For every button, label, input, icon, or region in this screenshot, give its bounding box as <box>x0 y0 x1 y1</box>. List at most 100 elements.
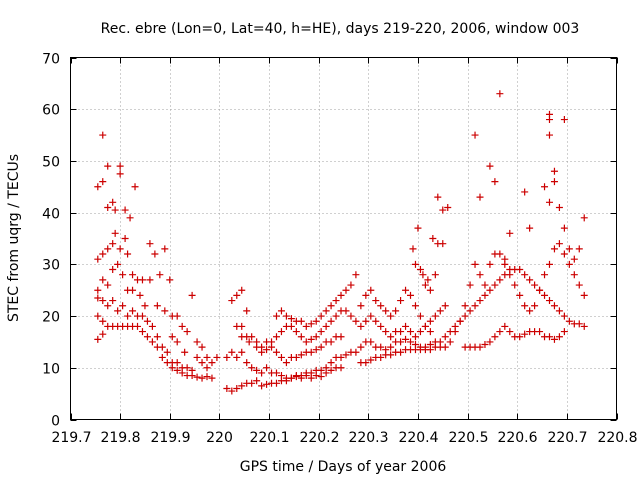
data-point <box>367 312 375 320</box>
data-point <box>337 291 345 299</box>
data-point <box>367 356 375 364</box>
data-point <box>550 245 558 253</box>
x-tick-label: 219.7 <box>51 430 91 446</box>
data-point <box>322 364 330 372</box>
data-point <box>151 250 159 258</box>
data-point <box>94 335 102 343</box>
data-point <box>570 255 578 263</box>
data-point <box>173 359 181 367</box>
data-point <box>446 328 454 336</box>
data-point <box>516 291 524 299</box>
data-point <box>362 317 370 325</box>
data-point <box>382 307 390 315</box>
data-point <box>327 302 335 310</box>
data-point <box>327 338 335 346</box>
data-point <box>223 384 231 392</box>
x-tick-label: 220.8 <box>597 430 637 446</box>
data-point <box>104 162 112 170</box>
data-point <box>268 338 276 346</box>
data-point <box>136 291 144 299</box>
data-point <box>228 297 236 305</box>
y-tick-label: 10 <box>42 362 60 378</box>
data-point <box>322 322 330 330</box>
data-point <box>342 351 350 359</box>
data-point <box>575 320 583 328</box>
data-point <box>481 291 489 299</box>
data-point <box>545 297 553 305</box>
data-point <box>362 359 370 367</box>
data-point <box>531 281 539 289</box>
data-point <box>243 307 251 315</box>
data-point <box>496 276 504 284</box>
data-point <box>307 369 315 377</box>
data-point <box>228 348 236 356</box>
data-point <box>138 328 146 336</box>
data-point <box>148 322 156 330</box>
data-point <box>223 353 231 361</box>
data-point <box>377 343 385 351</box>
data-point <box>124 312 132 320</box>
data-point <box>161 307 169 315</box>
data-point <box>521 302 529 310</box>
data-point <box>243 359 251 367</box>
data-point <box>545 333 553 341</box>
y-tick-labels: 0 10 20 30 40 50 60 70 <box>42 52 60 430</box>
data-point <box>99 276 107 284</box>
data-point <box>287 315 295 323</box>
data-point <box>342 307 350 315</box>
data-point <box>302 338 310 346</box>
data-point <box>441 302 449 310</box>
data-point <box>143 317 151 325</box>
data-point <box>238 382 246 390</box>
data-point <box>317 328 325 336</box>
data-point <box>203 353 211 361</box>
data-point <box>565 317 573 325</box>
y-axis-label: STEC from uqrg / TECUs <box>6 154 22 322</box>
data-point <box>263 380 271 388</box>
data-point <box>233 291 241 299</box>
data-point <box>99 250 107 258</box>
data-point <box>94 286 102 294</box>
data-point <box>253 338 261 346</box>
data-point <box>426 286 434 294</box>
data-point <box>372 297 380 305</box>
data-point <box>282 359 290 367</box>
data-point <box>109 240 117 248</box>
data-point <box>506 229 514 237</box>
data-point <box>486 162 494 170</box>
data-point <box>545 198 553 206</box>
data-point <box>496 90 504 98</box>
data-point <box>431 271 439 279</box>
data-point <box>248 379 256 387</box>
data-point <box>352 317 360 325</box>
data-point <box>516 333 524 341</box>
data-point <box>570 271 578 279</box>
data-point <box>131 183 139 191</box>
data-point <box>545 131 553 139</box>
data-point <box>347 312 355 320</box>
data-point <box>168 364 176 372</box>
data-point <box>387 312 395 320</box>
data-point <box>397 348 405 356</box>
data-point <box>407 291 415 299</box>
data-point <box>471 260 479 268</box>
data-point <box>99 297 107 305</box>
data-point <box>471 131 479 139</box>
data-point <box>491 333 499 341</box>
data-point <box>397 328 405 336</box>
data-point <box>421 322 429 330</box>
data-point <box>121 235 129 242</box>
data-point <box>367 286 375 294</box>
data-point <box>193 373 201 381</box>
data-point <box>545 110 553 118</box>
x-tick-label: 220.5 <box>448 430 488 446</box>
data-point <box>560 312 568 320</box>
data-point <box>258 369 266 377</box>
data-point <box>166 276 174 284</box>
data-point <box>297 333 305 341</box>
data-point <box>208 374 216 382</box>
data-point <box>317 373 325 381</box>
data-point <box>521 330 529 338</box>
data-point <box>156 271 164 279</box>
data-point <box>302 322 310 330</box>
